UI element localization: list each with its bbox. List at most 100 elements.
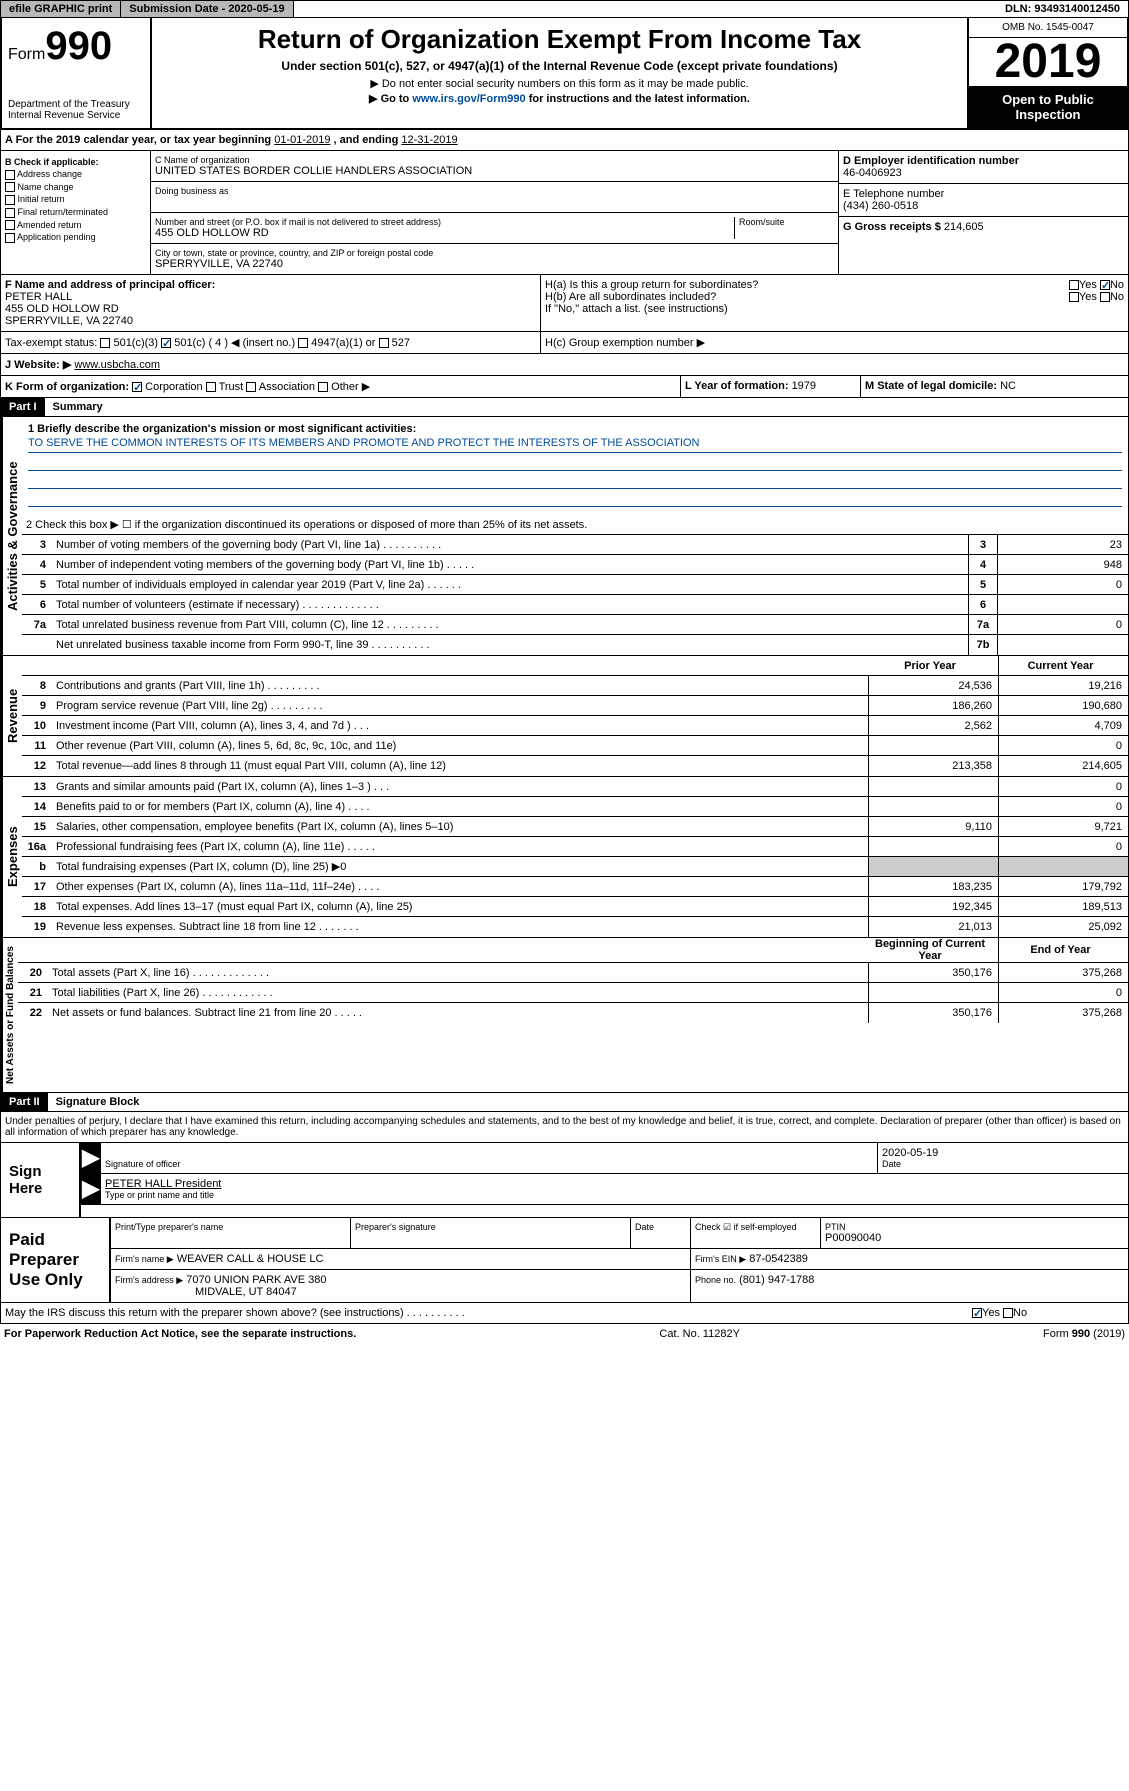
period-end: 12-31-2019 (401, 134, 457, 146)
sign-date: 2020-05-19 (882, 1147, 1124, 1159)
form-header: Form990 Department of the Treasury Inter… (0, 18, 1129, 130)
firm-ein: 87-0542389 (749, 1253, 808, 1265)
firm-phone: (801) 947-1788 (739, 1274, 814, 1286)
paid-preparer-section: Paid Preparer Use Only Print/Type prepar… (0, 1218, 1129, 1303)
website[interactable]: www.usbcha.com (74, 359, 160, 371)
check-other[interactable] (318, 382, 328, 392)
table-row: 22Net assets or fund balances. Subtract … (18, 1003, 1128, 1023)
check-initial[interactable] (5, 195, 15, 205)
discuss-row: May the IRS discuss this return with the… (0, 1303, 1129, 1324)
netassets-label: Net Assets or Fund Balances (1, 938, 18, 1092)
klm-row: K Form of organization: Corporation Trus… (0, 376, 1129, 398)
gross-receipts: 214,605 (944, 221, 984, 233)
discuss-no[interactable] (1003, 1308, 1013, 1318)
street-address: 455 OLD HOLLOW RD (155, 227, 734, 239)
table-row: 14Benefits paid to or for members (Part … (22, 797, 1128, 817)
part1-header: Part I Summary (0, 398, 1129, 417)
instr-ssn: ▶ Do not enter social security numbers o… (158, 77, 961, 90)
ein: 46-0406923 (843, 167, 1124, 179)
table-row: 5Total number of individuals employed in… (22, 575, 1128, 595)
table-row: 15Salaries, other compensation, employee… (22, 817, 1128, 837)
table-row: 12Total revenue—add lines 8 through 11 (… (22, 756, 1128, 776)
box-b: B Check if applicable: Address change Na… (1, 151, 151, 274)
ha-yes[interactable] (1069, 280, 1079, 290)
telephone: (434) 260-0518 (843, 200, 1124, 212)
instr-link: ▶ Go to www.irs.gov/Form990 for instruct… (158, 92, 961, 105)
efile-button[interactable]: efile GRAPHIC print (1, 1, 121, 17)
table-row: bTotal fundraising expenses (Part IX, co… (22, 857, 1128, 877)
table-row: 21Total liabilities (Part X, line 26) . … (18, 983, 1128, 1003)
check-501c[interactable] (161, 338, 171, 348)
check-501c3[interactable] (100, 338, 110, 348)
table-row: 6Total number of volunteers (estimate if… (22, 595, 1128, 615)
check-name[interactable] (5, 182, 15, 192)
table-row: 13Grants and similar amounts paid (Part … (22, 777, 1128, 797)
check-amended[interactable] (5, 220, 15, 230)
table-row: 16aProfessional fundraising fees (Part I… (22, 837, 1128, 857)
officer-print-name: PETER HALL President (105, 1178, 1124, 1190)
revenue-table: Revenue Prior Year Current Year 8Contrib… (0, 656, 1129, 777)
department: Department of the Treasury Internal Reve… (8, 99, 144, 121)
table-row: Net unrelated business taxable income fr… (22, 635, 1128, 655)
perjury-statement: Under penalties of perjury, I declare th… (0, 1112, 1129, 1143)
check-corp[interactable] (132, 382, 142, 392)
tax-exempt-row: Tax-exempt status: 501(c)(3) 501(c) ( 4 … (0, 332, 1129, 354)
check-527[interactable] (379, 338, 389, 348)
check-assoc[interactable] (246, 382, 256, 392)
sign-here-label: Sign Here (1, 1143, 81, 1217)
open-public: Open to Public Inspection (969, 86, 1127, 128)
dba (155, 196, 834, 208)
table-row: 7aTotal unrelated business revenue from … (22, 615, 1128, 635)
arrow-icon: ▶ (81, 1174, 101, 1204)
officer-name: PETER HALL (5, 291, 536, 303)
mission-text: TO SERVE THE COMMON INTERESTS OF ITS MEM… (28, 437, 1122, 453)
firm-name: WEAVER CALL & HOUSE LC (177, 1253, 324, 1265)
dln: DLN: 93493140012450 (997, 1, 1128, 17)
irs-link[interactable]: www.irs.gov/Form990 (412, 93, 525, 105)
discuss-yes[interactable] (972, 1308, 982, 1318)
ptin: P00090040 (825, 1232, 1124, 1244)
page-footer: For Paperwork Reduction Act Notice, see … (0, 1324, 1129, 1344)
main-title: Return of Organization Exempt From Incom… (158, 24, 961, 55)
sign-section: Sign Here ▶ Signature of officer 2020-05… (0, 1143, 1129, 1218)
website-row: J Website: ▶ www.usbcha.com (0, 354, 1129, 376)
period-row: A For the 2019 calendar year, or tax yea… (0, 130, 1129, 151)
subtitle: Under section 501(c), 527, or 4947(a)(1)… (158, 59, 961, 73)
table-row: 19Revenue less expenses. Subtract line 1… (22, 917, 1128, 937)
check-trust[interactable] (206, 382, 216, 392)
netassets-table: Net Assets or Fund Balances Beginning of… (0, 938, 1129, 1093)
governance-table: Activities & Governance 1 Briefly descri… (0, 417, 1129, 656)
table-row: 4Number of independent voting members of… (22, 555, 1128, 575)
check-final[interactable] (5, 208, 15, 218)
submission-date: Submission Date - 2020-05-19 (121, 1, 293, 17)
form-number: 990 (45, 24, 112, 68)
period-begin: 01-01-2019 (274, 134, 330, 146)
expenses-table: Expenses 13Grants and similar amounts pa… (0, 777, 1129, 938)
form-prefix: Form (8, 46, 45, 63)
table-row: 10Investment income (Part VIII, column (… (22, 716, 1128, 736)
firm-address: 7070 UNION PARK AVE 380 (186, 1274, 326, 1286)
part2-header: Part II Signature Block (0, 1093, 1129, 1112)
entity-info: B Check if applicable: Address change Na… (0, 151, 1129, 275)
arrow-icon: ▶ (81, 1143, 101, 1173)
table-row: 8Contributions and grants (Part VIII, li… (22, 676, 1128, 696)
ha-no[interactable] (1100, 280, 1110, 290)
check-address[interactable] (5, 170, 15, 180)
year-formation: 1979 (792, 380, 816, 392)
expenses-label: Expenses (1, 777, 22, 937)
table-row: 3Number of voting members of the governi… (22, 535, 1128, 555)
governance-label: Activities & Governance (1, 417, 22, 655)
hb-no[interactable] (1100, 292, 1110, 302)
table-row: 9Program service revenue (Part VIII, lin… (22, 696, 1128, 716)
paid-preparer-label: Paid Preparer Use Only (1, 1218, 111, 1302)
check-pending[interactable] (5, 233, 15, 243)
top-bar: efile GRAPHIC print Submission Date - 20… (0, 0, 1129, 18)
hb-yes[interactable] (1069, 292, 1079, 302)
tax-year: 2019 (969, 38, 1127, 86)
table-row: 17Other expenses (Part IX, column (A), l… (22, 877, 1128, 897)
state-domicile: NC (1000, 380, 1016, 392)
table-row: 11Other revenue (Part VIII, column (A), … (22, 736, 1128, 756)
city-state-zip: SPERRYVILLE, VA 22740 (155, 258, 834, 270)
check-4947[interactable] (298, 338, 308, 348)
org-name: UNITED STATES BORDER COLLIE HANDLERS ASS… (155, 165, 834, 177)
